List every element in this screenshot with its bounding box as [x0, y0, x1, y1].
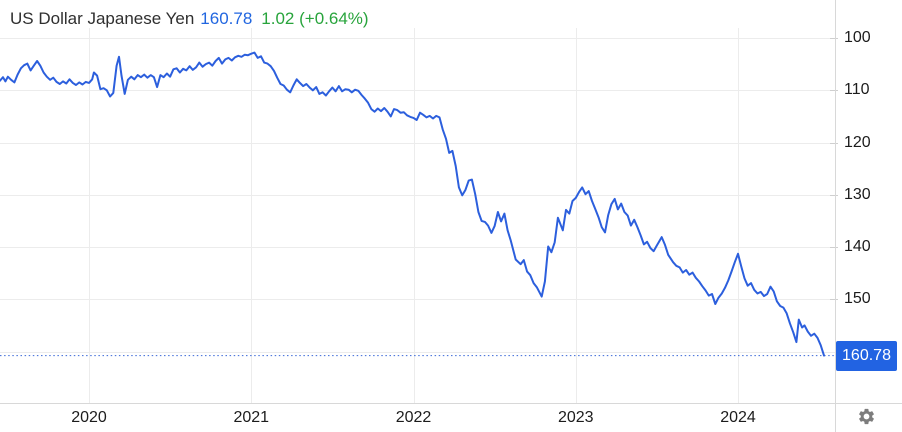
x-axis-label: 2021	[233, 409, 270, 426]
y-axis-label: 120	[844, 133, 871, 151]
price-change: 1.02 (+0.64%)	[261, 9, 369, 28]
chart-header: US Dollar Japanese Yen 160.78 1.02 (+0.64%…	[10, 9, 369, 29]
y-axis-label: 150	[844, 290, 871, 308]
usdjpy-price-line	[0, 51, 825, 357]
y-axis-label: 130	[844, 185, 871, 203]
y-axis-label: 110	[844, 81, 870, 99]
x-axis-label: 2020	[71, 409, 107, 426]
last-price-axis-badge: 160.78	[836, 341, 897, 371]
x-axis-label: 2022	[395, 409, 432, 426]
x-axis-label: 2023	[557, 409, 594, 426]
y-axis-label: 140	[844, 238, 871, 255]
x-axis-label: 2024	[720, 409, 756, 426]
current-price: 160.78	[200, 9, 253, 28]
y-axis-label: 100	[844, 29, 871, 46]
instrument-title: US Dollar Japanese Yen	[10, 9, 195, 28]
gear-icon[interactable]	[857, 407, 876, 426]
